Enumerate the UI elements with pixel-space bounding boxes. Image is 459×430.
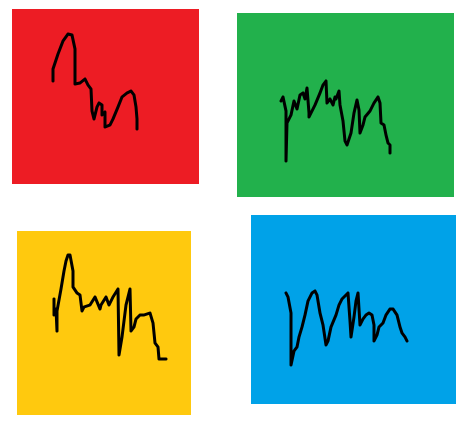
blue-square-scribble — [284, 289, 409, 367]
yellow-square — [17, 231, 191, 415]
blue-square — [251, 215, 456, 404]
green-square — [237, 13, 454, 197]
red-square-scribble — [51, 32, 139, 131]
red-square — [12, 9, 199, 184]
yellow-square-scribble — [52, 253, 168, 361]
green-square-scribble — [279, 79, 392, 163]
